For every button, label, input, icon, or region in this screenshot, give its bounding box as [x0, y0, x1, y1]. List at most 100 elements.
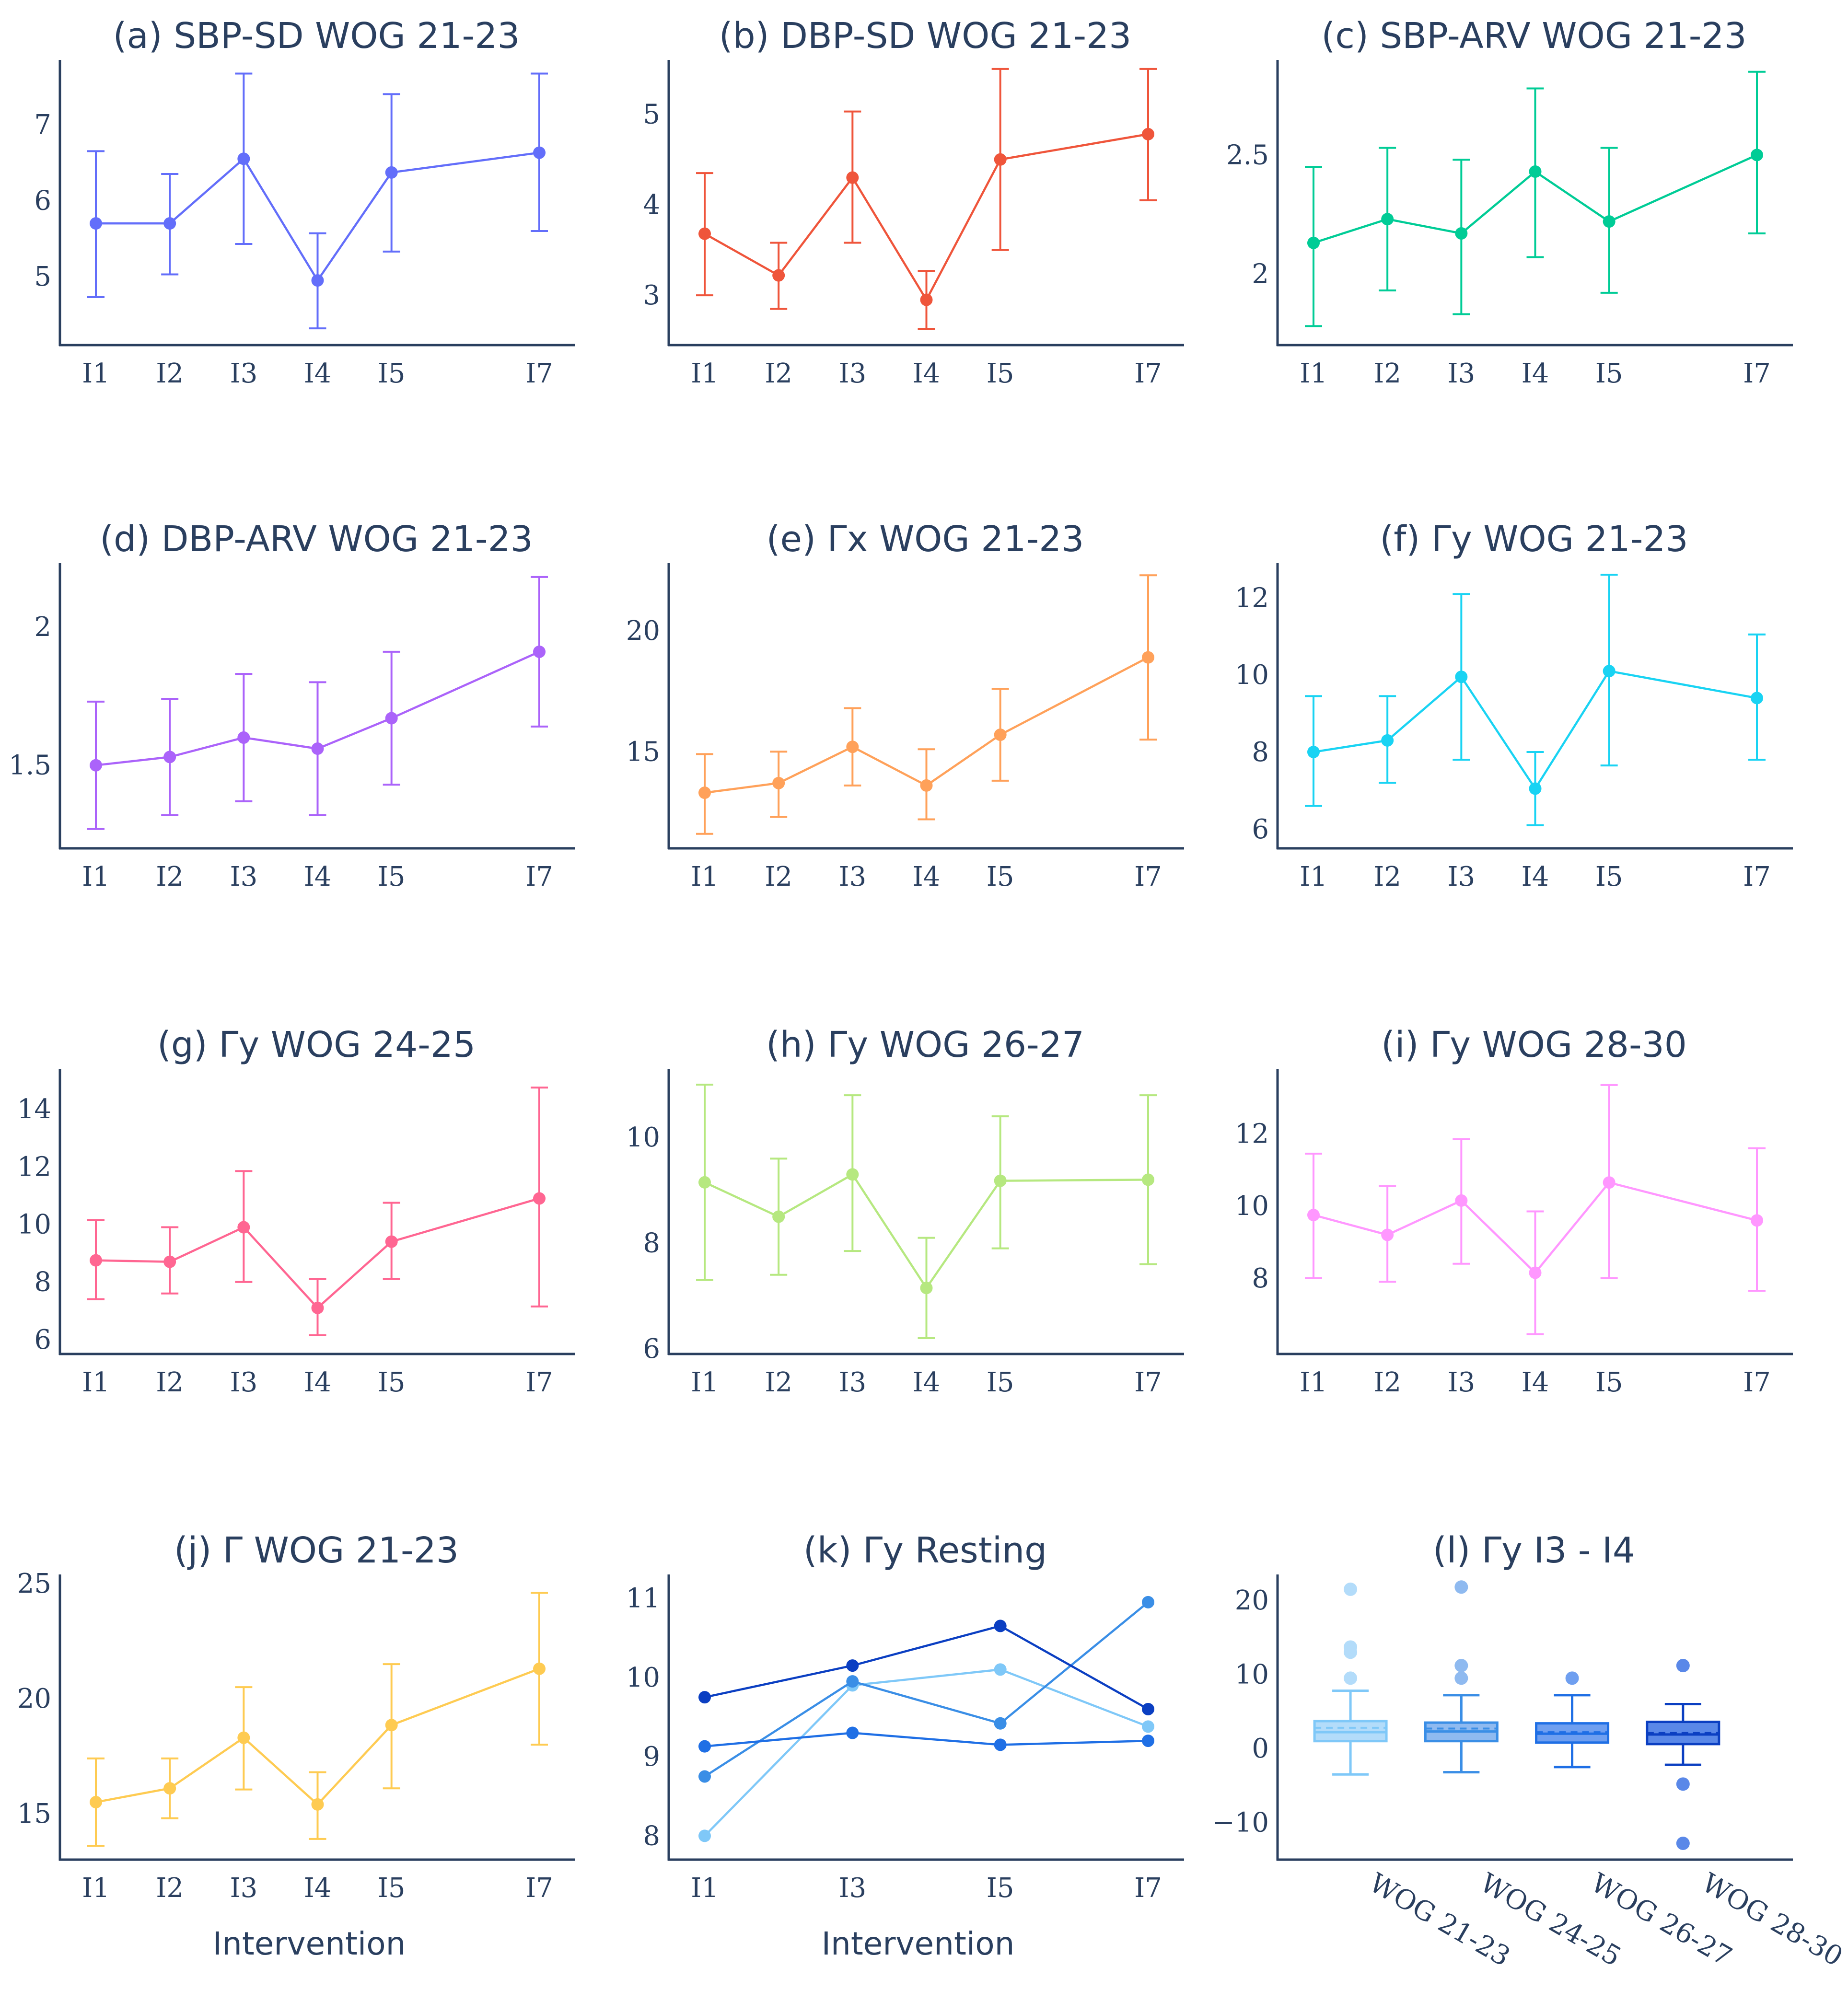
data-point — [533, 1192, 546, 1205]
y-tick-label: 5 — [643, 99, 660, 130]
data-point — [163, 1782, 176, 1795]
box-outlier-point — [1454, 1580, 1468, 1594]
x-tick-label: I2 — [765, 1367, 792, 1398]
x-tick-label: I5 — [378, 1367, 406, 1398]
x-tick-label: I5 — [987, 1367, 1014, 1398]
data-point — [1529, 165, 1542, 178]
y-tick-label: 8 — [1252, 1263, 1269, 1294]
data-point — [311, 742, 324, 755]
panel-title-k: (k) Γy Resting — [803, 1530, 1047, 1571]
x-tick-label: I7 — [1134, 861, 1162, 892]
x-tick-label: I1 — [1300, 358, 1327, 389]
x-tick-label: I5 — [1595, 861, 1623, 892]
y-tick-label: 10 — [626, 1662, 660, 1693]
y-tick-label: 4 — [643, 189, 660, 220]
series-line-2 — [704, 1732, 1149, 1747]
series-line — [704, 1173, 1149, 1290]
series-line — [95, 1197, 540, 1309]
data-point — [1307, 1209, 1320, 1222]
x-tick-label: I1 — [82, 861, 110, 892]
box-outlier-point — [1676, 1837, 1690, 1850]
x-tick-label: I2 — [156, 1367, 184, 1398]
y-tick-label: 15 — [17, 1798, 51, 1829]
data-point — [1455, 671, 1468, 683]
y-tick-label: −10 — [1212, 1807, 1269, 1839]
y-tick-label: 6 — [34, 1324, 51, 1355]
data-point — [311, 1301, 324, 1314]
data-point — [1142, 1735, 1154, 1747]
x-tick-label: I5 — [987, 861, 1014, 892]
panel-e: (e) Γx WOG 21-23 15 20 I1 I2 I3 I4 I5 I7 — [626, 519, 1184, 892]
x-tick-label: I1 — [82, 358, 110, 389]
y-tick-label: 10 — [1235, 659, 1269, 691]
data-point — [1142, 651, 1154, 664]
data-point — [698, 1691, 711, 1704]
data-point — [90, 217, 102, 230]
x-tick-label: I2 — [1373, 1367, 1401, 1398]
data-point — [846, 1659, 859, 1672]
data-point — [846, 171, 859, 184]
panel-g: (g) Γy WOG 24-25 6 8 10 12 14 I1 I2 I3 I4 I5 I7 — [17, 1024, 575, 1398]
x-tick-label: I7 — [1743, 358, 1771, 389]
panel-title-j: (j) Γ WOG 21-23 — [174, 1530, 459, 1571]
panel-title-c: (c) SBP-ARV WOG 21-23 — [1321, 15, 1746, 57]
x-tick-label: I5 — [378, 358, 406, 389]
series-line — [96, 151, 540, 283]
x-tick-label: I4 — [304, 358, 332, 389]
data-point — [385, 712, 398, 725]
x-tick-label: I3 — [230, 861, 257, 892]
box-outlier-point — [1676, 1659, 1690, 1673]
y-tick-label: 2.5 — [1226, 139, 1269, 171]
data-point — [1142, 1720, 1154, 1733]
data-point — [1455, 227, 1468, 240]
y-tick-label: 10 — [17, 1209, 51, 1240]
panel-d: (d) DBP-ARV WOG 21-23 1.5 2 I1 I2 I3 I4 I5 I7 — [9, 519, 575, 892]
x-tick-label: I2 — [765, 861, 792, 892]
x-tick-label: I7 — [525, 861, 553, 892]
data-point — [1142, 1173, 1154, 1186]
box-outlier-point — [1565, 1671, 1579, 1685]
data-point — [237, 731, 250, 744]
data-point — [920, 779, 933, 792]
x-tick-label: I7 — [1743, 1367, 1771, 1398]
data-point — [1751, 1214, 1763, 1227]
x-tick-label: I3 — [1447, 1367, 1475, 1398]
y-tick-label: 9 — [643, 1741, 660, 1772]
x-tick-label: I3 — [230, 1367, 257, 1398]
panel-j: (j) Γ WOG 21-23 15 20 25 I1 I2 I3 I4 I5 I7 — [17, 1530, 575, 1904]
data-point — [1381, 213, 1394, 226]
y-tick-label: 2 — [1252, 258, 1269, 289]
x-axis-title-k: Intervention — [822, 1925, 1015, 1962]
data-point — [385, 1719, 398, 1732]
x-tick-label: I4 — [1522, 1367, 1549, 1398]
y-tick-label: 6 — [643, 1333, 660, 1365]
x-tick-label: I4 — [913, 861, 941, 892]
series-line-0 — [704, 1668, 1149, 1837]
y-tick-label: 10 — [1235, 1659, 1269, 1690]
y-tick-label: 2 — [34, 612, 51, 643]
data-point — [994, 1174, 1007, 1187]
data-point — [698, 1770, 711, 1783]
x-tick-label: I3 — [838, 1873, 866, 1904]
x-tick-label: I1 — [82, 1367, 110, 1398]
data-point — [90, 759, 102, 772]
y-tick-label: 7 — [34, 109, 51, 140]
data-point — [846, 1168, 859, 1181]
data-point — [90, 1796, 102, 1809]
x-tick-label: I1 — [1300, 1367, 1327, 1398]
panel-h: (h) Γy WOG 26-27 6 8 10 I1 I2 I3 I4 I5 I7 — [626, 1024, 1184, 1398]
y-tick-label: 10 — [626, 1122, 660, 1153]
data-point — [1142, 1702, 1154, 1715]
data-point — [1603, 1176, 1616, 1189]
data-point — [1142, 1596, 1154, 1608]
y-tick-label: 14 — [17, 1094, 51, 1125]
data-point — [1529, 1266, 1542, 1279]
data-point — [1751, 149, 1763, 162]
data-point — [311, 1798, 324, 1811]
box-outlier-point — [1344, 1671, 1358, 1685]
x-tick-label: I3 — [1447, 861, 1475, 892]
box-outlier-point — [1454, 1659, 1468, 1673]
panel-a: (a) SBP-SD WOG 21-23 5 6 7 I1 I2 I3 I4 I5 I7 — [34, 15, 575, 389]
y-tick-label: 5 — [34, 261, 51, 292]
